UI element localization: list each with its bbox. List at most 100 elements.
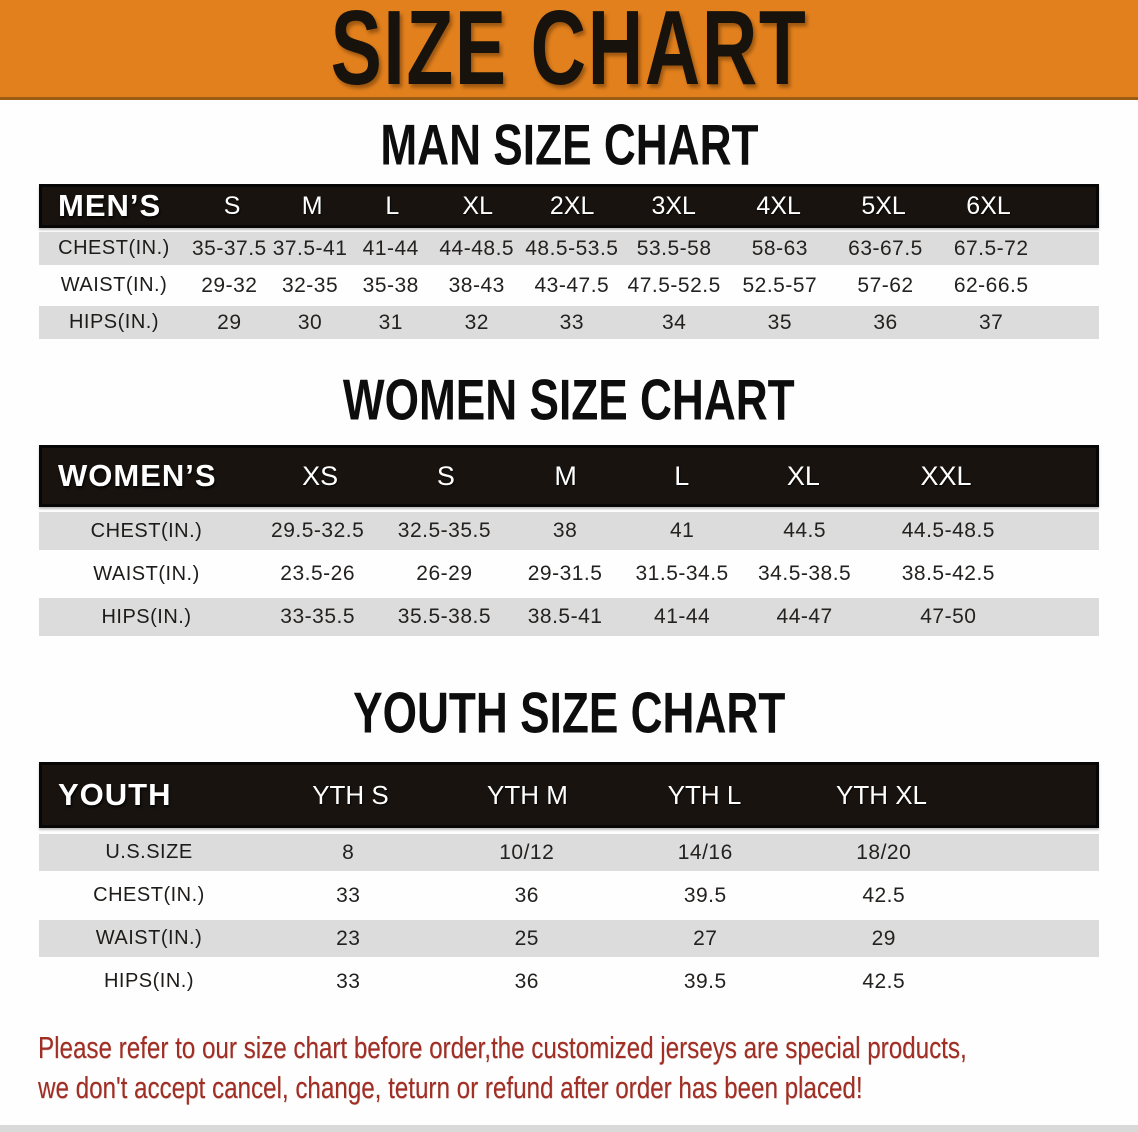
row-label: CHEST(IN.) <box>93 884 205 906</box>
column-header: 3XL <box>651 191 696 220</box>
column-header: XXL <box>920 460 972 491</box>
banner: SIZE CHART <box>0 0 1138 100</box>
table-cell: 47-50 <box>920 605 977 628</box>
group-label: MEN’S <box>58 188 162 223</box>
row-label: HIPS(IN.) <box>68 311 160 333</box>
table-row: CHEST(IN.) 33 36 39.5 42.5 <box>39 877 1099 914</box>
table-cell: 23 <box>336 926 361 950</box>
column-header: YTH S <box>312 779 389 810</box>
section-title-text: MAN SIZE CHART <box>379 114 759 178</box>
column-header: S <box>223 191 241 220</box>
table-cell: 44.5 <box>783 519 827 542</box>
disclaimer-line-2: we don't accept cancel, change, teturn o… <box>38 1070 863 1105</box>
table-header: WOMEN’S XS S M L XL XXL <box>39 445 1099 507</box>
column-header: S <box>436 460 455 491</box>
row-label: U.S.SIZE <box>105 841 193 863</box>
table-row: HIPS(IN.) 33-35.5 35.5-38.5 38.5-41 41-44 44-… <box>39 598 1099 636</box>
section-title-text: YOUTH SIZE CHART <box>352 682 786 746</box>
table-cell: 35-37.5 <box>191 236 267 260</box>
table-cell: 29-32 <box>201 273 258 297</box>
table-cell: 31.5-34.5 <box>635 562 729 585</box>
column-header: YTH L <box>667 779 742 810</box>
table-cell: 63-67.5 <box>848 236 923 260</box>
disclaimer: Please refer to our size chart before or… <box>0 1028 1138 1108</box>
table-cell: 36 <box>514 883 539 907</box>
column-header: L <box>385 191 400 220</box>
column-header: YTH XL <box>835 779 928 810</box>
table-cell: 33 <box>336 883 361 907</box>
table-cell: 29 <box>217 310 242 334</box>
table-cell: 41-44 <box>362 236 419 260</box>
group-label: YOUTH <box>58 777 172 812</box>
table-row: HIPS(IN.) 33 36 39.5 42.5 <box>39 963 1099 1000</box>
row-label: WAIST(IN.) <box>95 927 203 949</box>
table-cell: 67.5-72 <box>953 236 1029 260</box>
column-header: 5XL <box>861 191 906 220</box>
column-header: M <box>301 191 323 220</box>
table-cell: 36 <box>873 310 898 334</box>
table-cell: 52.5-57 <box>742 273 818 297</box>
row-label: WAIST(IN.) <box>60 274 168 296</box>
table-row: WAIST(IN.) 29-32 32-35 35-38 38-43 43-47.5 47.… <box>39 269 1099 302</box>
table-cell: 42.5 <box>862 969 906 993</box>
table-cell: 41-44 <box>654 605 711 628</box>
table-cell: 33-35.5 <box>280 605 356 628</box>
banner-title: SIZE CHART <box>330 0 808 100</box>
table-cell: 26-29 <box>416 562 473 585</box>
table-cell: 37.5-41 <box>272 236 348 260</box>
table-row: CHEST(IN.) 35-37.5 37.5-41 41-44 44-48.5 48.5… <box>39 232 1099 265</box>
row-label: CHEST(IN.) <box>90 519 203 542</box>
table-row: WAIST(IN.) 23 25 27 29 <box>39 920 1099 957</box>
group-label: WOMEN’S <box>58 458 217 493</box>
column-header: XS <box>302 460 339 491</box>
table-row: U.S.SIZE 8 10/12 14/16 18/20 <box>39 834 1099 871</box>
table-row: CHEST(IN.) 29.5-32.5 32.5-35.5 38 41 44.5 44.5… <box>39 512 1099 550</box>
table-cell: 29 <box>871 926 896 950</box>
table-cell: 39.5 <box>683 883 727 907</box>
table-cell: 39.5 <box>683 969 727 993</box>
table-cell: 18/20 <box>856 840 912 864</box>
table-cell: 38-43 <box>448 273 505 297</box>
table-cell: 43-47.5 <box>534 273 610 297</box>
table-row: WAIST(IN.) 23.5-26 26-29 29-31.5 31.5-34.5 34… <box>39 555 1099 593</box>
table-cell: 42.5 <box>862 883 906 907</box>
table-cell: 14/16 <box>677 840 733 864</box>
column-header: XL <box>786 460 820 491</box>
column-header: 4XL <box>756 191 801 220</box>
table-cell: 58-63 <box>751 236 808 260</box>
table-cell: 41 <box>669 519 695 542</box>
column-header: M <box>554 460 577 491</box>
table-cell: 25 <box>514 926 539 950</box>
section-title-text: WOMEN SIZE CHART <box>343 369 795 433</box>
table-cell: 29.5-32.5 <box>271 519 365 542</box>
table-cell: 53.5-58 <box>636 236 712 260</box>
bottom-edge-strip <box>0 1125 1138 1132</box>
disclaimer-line-1: Please refer to our size chart before or… <box>38 1030 967 1065</box>
table-cell: 29-31.5 <box>527 562 603 585</box>
table-cell: 34 <box>661 310 687 334</box>
table-cell: 44-48.5 <box>439 236 515 260</box>
section-title-youth: YOUTH SIZE CHART <box>0 682 1138 746</box>
table-cell: 38.5-41 <box>527 605 603 628</box>
row-label: HIPS(IN.) <box>103 970 195 992</box>
table-cell: 10/12 <box>499 840 555 864</box>
section-men: MAN SIZE CHART MEN’S S M L XL 2XL 3XL 4XL 5XL 6XL C… <box>0 114 1138 339</box>
section-title-women: WOMEN SIZE CHART <box>0 369 1138 433</box>
table-cell: 27 <box>693 926 718 950</box>
table-cell: 32 <box>464 310 489 334</box>
table-cell: 32.5-35.5 <box>397 519 492 542</box>
section-youth: YOUTH SIZE CHART YOUTH YTH S YTH M YTH L YTH … <box>0 682 1138 1000</box>
column-header: YTH M <box>487 779 568 810</box>
table-cell: 8 <box>342 840 355 864</box>
table-cell: 35.5-38.5 <box>397 605 492 628</box>
row-label: HIPS(IN.) <box>101 605 192 628</box>
size-table-men: MEN’S S M L XL 2XL 3XL 4XL 5XL 6XL CHEST(IN.) 35-37… <box>39 184 1099 339</box>
row-label: WAIST(IN.) <box>93 562 200 585</box>
column-header: 6XL <box>966 191 1011 220</box>
table-cell: 44.5-48.5 <box>901 519 995 542</box>
table-cell: 44-47 <box>776 605 833 628</box>
table-cell: 57-62 <box>857 273 914 297</box>
table-cell: 38 <box>552 519 578 542</box>
column-header: L <box>674 460 690 491</box>
